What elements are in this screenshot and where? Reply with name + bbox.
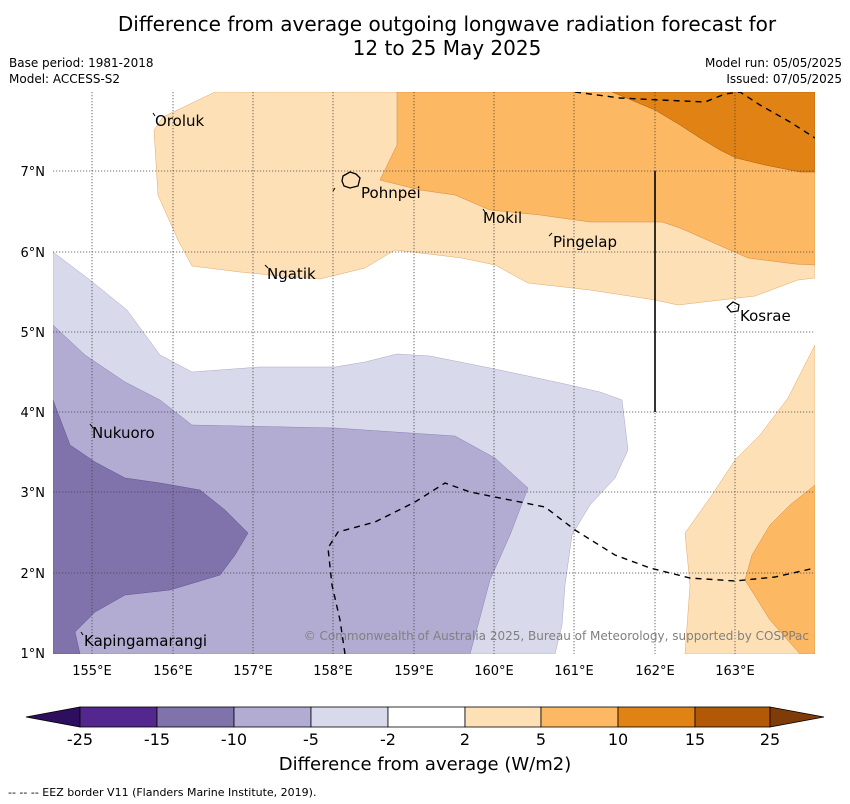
colorbar-tick: 15: [685, 730, 705, 749]
colorbar-segment-neg25-neg15: [79, 706, 158, 728]
kosrae-island-outline: [726, 301, 740, 313]
colorbar-tick: -15: [144, 730, 170, 749]
lat-label-4n: 4°N: [21, 406, 46, 421]
title-line-2: 12 to 25 May 2025: [352, 36, 542, 60]
colorbar-ticks: -25 -15 -10 -5 -2 2 5 10 15 25: [67, 730, 780, 749]
colorbar-extend-low: [25, 706, 81, 728]
colorbar-tick: 5: [536, 730, 546, 749]
lon-label-155e: 155°E: [72, 664, 112, 679]
colorbar-extend-high: [769, 706, 825, 728]
lat-label-6n: 6°N: [21, 246, 46, 261]
kapingamarangi-atoll-mark: [80, 631, 84, 636]
lat-label-7n: 7°N: [21, 165, 46, 180]
lon-label-160e: 160°E: [474, 664, 514, 679]
colorbar-tick: -2: [380, 730, 396, 749]
place-kosrae: Kosrae: [740, 307, 791, 325]
model-run: Model run: 05/05/2025: [704, 56, 842, 70]
place-pingelap: Pingelap: [553, 233, 617, 251]
place-mokil: Mokil: [483, 209, 522, 227]
contour-neg15-to-neg10: [53, 399, 249, 654]
place-kapingamarangi: Kapingamarangi: [84, 632, 207, 650]
model-name: Model: ACCESS-S2: [9, 72, 121, 86]
colorbar-segment-neg10-neg5: [233, 706, 312, 728]
colorbar-segment-neg2-2: [387, 706, 466, 728]
lat-label-2n: 2°N: [21, 567, 46, 582]
lon-label-159e: 159°E: [394, 664, 434, 679]
colorbar-segment-5-10: [540, 706, 619, 728]
lon-label-158e: 158°E: [313, 664, 353, 679]
lon-label-162e: 162°E: [635, 664, 675, 679]
base-period: Base period: 1981-2018: [9, 56, 154, 70]
pingelap-atoll-mark: [548, 232, 553, 237]
title-line-1: Difference from average outgoing longwav…: [117, 12, 777, 36]
colorbar-tick: 10: [608, 730, 628, 749]
oroluk-atoll-mark: [152, 112, 156, 117]
place-nukuoro: Nukuoro: [92, 424, 155, 442]
lat-label-1n: 1°N: [21, 647, 46, 662]
place-pohnpei: Pohnpei: [361, 184, 421, 202]
copyright-credit: © Commonwealth of Australia 2025, Bureau…: [303, 629, 809, 643]
pohnpei-atoll-mark: [332, 187, 336, 192]
colorbar-segment-neg15-neg10: [156, 706, 235, 728]
place-oroluk: Oroluk: [155, 112, 204, 130]
map-area: Oroluk Pohnpei Mokil Pingelap Ngatik Kos…: [53, 92, 815, 654]
map-title: Difference from average outgoing longwav…: [0, 12, 850, 60]
colorbar-label: Difference from average (W/m2): [278, 754, 572, 775]
colorbar-tick: 25: [760, 730, 780, 749]
pohnpei-island-outline: [341, 171, 361, 189]
colorbar-segment-15-25: [694, 706, 771, 728]
graticule: [53, 92, 815, 654]
nukuoro-atoll-mark: [89, 423, 94, 429]
eez-borders: [327, 92, 815, 654]
colorbar: [25, 706, 825, 728]
place-ngatik: Ngatik: [267, 265, 316, 283]
ngatik-atoll-mark: [264, 264, 269, 269]
mokil-atoll-mark: [482, 208, 486, 213]
colorbar-tick: 2: [460, 730, 470, 749]
colorbar-tick: -10: [221, 730, 247, 749]
lon-label-161e: 161°E: [554, 664, 594, 679]
eez-border-northeast: [574, 92, 815, 139]
lon-label-157e: 157°E: [233, 664, 273, 679]
contour-10-to-15: [611, 92, 815, 173]
colorbar-tick: -5: [303, 730, 319, 749]
lat-label-3n: 3°N: [21, 486, 46, 501]
issued-date: Issued: 07/05/2025: [726, 72, 842, 86]
eez-legend-footer: -- -- -- EEZ border V11 (Flanders Marine…: [8, 786, 317, 799]
lon-label-156e: 156°E: [153, 664, 193, 679]
eez-border-south: [327, 482, 815, 654]
colorbar-tick: -25: [67, 730, 93, 749]
lat-label-5n: 5°N: [21, 326, 46, 341]
lon-label-163e: 163°E: [715, 664, 755, 679]
longitude-labels: 155°E 156°E 157°E 158°E 159°E 160°E 161°…: [72, 664, 755, 679]
colorbar-segment-neg5-neg2: [310, 706, 389, 728]
colorbar-segment-10-15: [617, 706, 696, 728]
latitude-labels: 1°N 2°N 3°N 4°N 5°N 6°N 7°N: [21, 165, 46, 662]
colorbar-segment-2-5: [464, 706, 542, 728]
